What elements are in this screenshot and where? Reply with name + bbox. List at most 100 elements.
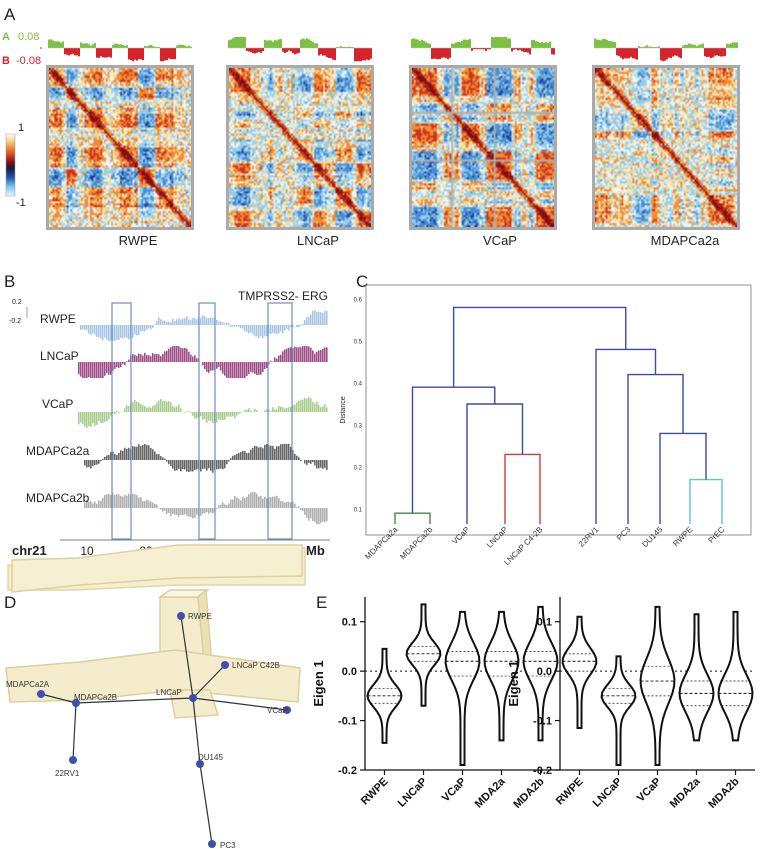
eigen-bar bbox=[278, 325, 280, 334]
trajectory-node bbox=[283, 706, 291, 714]
eigen-bar bbox=[192, 318, 194, 325]
eigen-bar bbox=[192, 460, 194, 472]
eigen-bar bbox=[170, 347, 172, 362]
eigen-bar bbox=[296, 402, 298, 412]
eig-bar bbox=[246, 48, 248, 51]
eig-bar bbox=[324, 48, 326, 56]
trajectory-node-label: LNCaP C42B bbox=[232, 661, 280, 670]
eig-bar bbox=[612, 41, 614, 48]
eigen-bar bbox=[314, 460, 316, 466]
eigen-bar bbox=[226, 504, 228, 508]
eig-bar bbox=[668, 48, 670, 58]
eigen-bar bbox=[282, 351, 284, 362]
eigen-bar bbox=[212, 362, 214, 371]
eigen-bar bbox=[220, 321, 222, 325]
eigen-bar bbox=[164, 320, 166, 325]
trajectory-node bbox=[189, 694, 197, 702]
eigen-bar bbox=[288, 502, 290, 508]
eig-bar bbox=[56, 41, 58, 48]
eig-bar bbox=[78, 48, 80, 57]
eigen-bar bbox=[208, 460, 210, 469]
eigen-bar bbox=[184, 460, 186, 470]
eigen-bar bbox=[316, 351, 318, 362]
eigen-bar bbox=[308, 460, 310, 464]
eig-bar bbox=[473, 48, 475, 50]
eigen-bar bbox=[172, 346, 174, 362]
eig-bar bbox=[419, 40, 421, 48]
eigen-bar bbox=[124, 325, 126, 338]
eigen-bar bbox=[268, 445, 270, 460]
eigen-bar bbox=[116, 325, 118, 340]
eigen-bar bbox=[100, 500, 102, 508]
trajectory-node-label: VCaP bbox=[267, 706, 288, 715]
eigen-bar bbox=[222, 460, 224, 470]
eigen-bar bbox=[298, 325, 300, 328]
chromosome-label: chr21 bbox=[12, 543, 47, 558]
eigen-bar bbox=[124, 447, 126, 460]
eigen-bar bbox=[228, 503, 230, 508]
eigen-bar bbox=[218, 362, 220, 367]
eigen-bar bbox=[80, 325, 82, 330]
eigen-bar bbox=[186, 316, 188, 325]
eigen-bar bbox=[192, 508, 194, 519]
eig-bar bbox=[310, 40, 312, 48]
eigen-bar bbox=[92, 362, 94, 378]
eigen-bar bbox=[144, 352, 146, 362]
eig-bar bbox=[142, 48, 144, 61]
eigen-bar bbox=[176, 460, 178, 471]
eigen-bar bbox=[150, 407, 152, 412]
eigen-bar bbox=[242, 325, 244, 329]
eigen-bar bbox=[164, 351, 166, 362]
eigen-bar bbox=[262, 325, 264, 339]
dendrogram-leaf-label: DU145 bbox=[640, 525, 664, 549]
eigen-bar bbox=[132, 354, 134, 362]
eig-bar bbox=[112, 45, 114, 48]
eigen-bar bbox=[104, 412, 106, 423]
eigen-bar bbox=[308, 508, 310, 521]
eigen-bar bbox=[146, 499, 148, 508]
eigen-bar bbox=[210, 508, 212, 513]
eigen-bar bbox=[94, 460, 96, 466]
eigen-bar bbox=[254, 325, 256, 337]
eigen-bar bbox=[106, 494, 108, 508]
sample-label-lncap: LNCaP bbox=[297, 233, 339, 248]
eig-bar bbox=[358, 48, 360, 62]
eigen-bar bbox=[280, 444, 282, 460]
dendrogram-leaf-label: 22RV1 bbox=[577, 525, 601, 549]
eigen-bar bbox=[310, 508, 312, 519]
eig-bar bbox=[296, 48, 298, 54]
eig-bar bbox=[270, 40, 272, 48]
eigen-bar bbox=[288, 407, 290, 412]
eig-bar bbox=[144, 45, 146, 48]
eig-bar bbox=[622, 48, 624, 60]
eigen-bar bbox=[84, 325, 86, 330]
eigen-bar bbox=[294, 454, 296, 460]
eigen-bar bbox=[248, 325, 250, 334]
eig-bar bbox=[734, 42, 736, 48]
eigen-bar bbox=[164, 458, 166, 460]
eig-bar bbox=[427, 43, 429, 48]
eigen-bar bbox=[174, 508, 176, 515]
eigen-bar bbox=[206, 508, 208, 513]
eig-bar bbox=[134, 48, 136, 60]
y-axis-label: Eigen 1 bbox=[311, 660, 326, 706]
eig-bar bbox=[320, 48, 322, 55]
eigen-bar bbox=[264, 410, 266, 412]
eigen-bar bbox=[134, 354, 136, 362]
eigen-bar bbox=[312, 350, 314, 362]
eigen-bar bbox=[92, 503, 94, 508]
eigen-bar bbox=[266, 325, 268, 337]
eig-bar bbox=[318, 48, 320, 56]
eigen-bar bbox=[186, 348, 188, 362]
eigen-bar bbox=[178, 508, 180, 517]
eigen-bar bbox=[232, 325, 234, 327]
eigen-bar bbox=[124, 408, 126, 412]
x-tick-label: MDA2b bbox=[706, 775, 741, 810]
eigen-bar bbox=[266, 444, 268, 460]
eigen-bar bbox=[326, 310, 328, 325]
eig-bar bbox=[244, 37, 246, 48]
eigen-bar bbox=[230, 325, 232, 328]
eigen-bar bbox=[150, 501, 152, 508]
eigen-bar bbox=[292, 450, 294, 460]
eigen-bar bbox=[280, 354, 282, 362]
